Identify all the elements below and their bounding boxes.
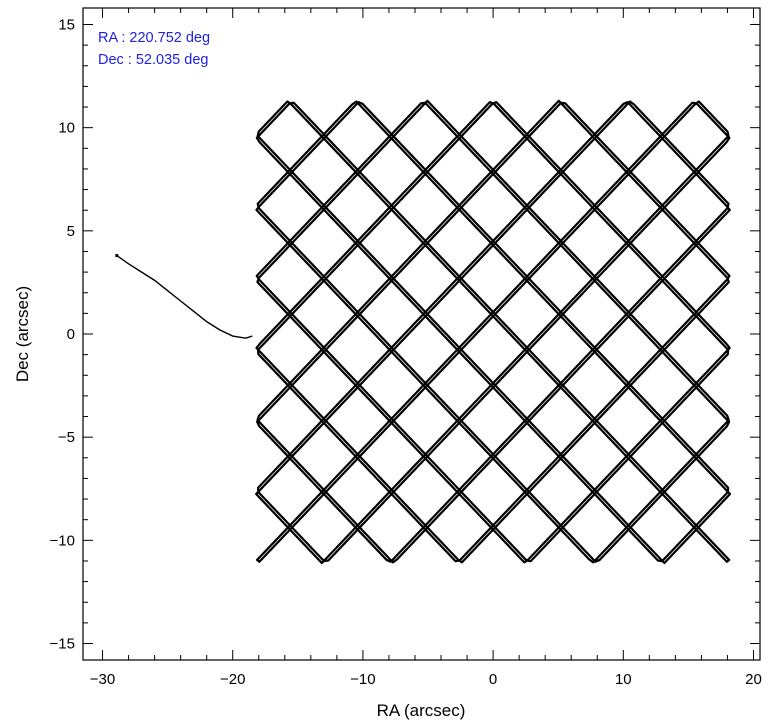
x-tick-label: 20 [745, 671, 762, 688]
annotation-ra: RA : 220.752 deg [98, 30, 210, 46]
y-axis-title: Dec (arcsec) [13, 286, 32, 382]
x-tick-label: 0 [489, 671, 497, 688]
x-tick-label: 10 [615, 671, 632, 688]
y-tick-label: 10 [58, 120, 75, 137]
y-tick-label: −15 [50, 635, 75, 652]
series-layer [115, 99, 732, 565]
slew-track-line [116, 255, 253, 339]
y-tick-label: 0 [67, 326, 75, 343]
y-tick-label: 5 [67, 223, 75, 240]
x-tick-label: −30 [90, 671, 115, 688]
minor-ticks [83, 8, 760, 660]
y-tick-label: 15 [58, 17, 75, 34]
slew-start-point [115, 254, 119, 258]
annotation-dec: Dec : 52.035 deg [98, 52, 208, 68]
y-tick-label: −10 [50, 532, 75, 549]
x-tick-labels: −30 −20 −10 0 10 20 [90, 671, 762, 688]
x-tick-label: −10 [350, 671, 375, 688]
x-tick-label: −20 [220, 671, 245, 688]
dither-pattern-line [255, 99, 732, 565]
y-tick-labels: −15 −10 −5 0 5 10 15 [50, 17, 75, 653]
y-tick-label: −5 [58, 429, 75, 446]
major-ticks [83, 8, 760, 660]
x-axis-title: RA (arcsec) [377, 701, 466, 720]
